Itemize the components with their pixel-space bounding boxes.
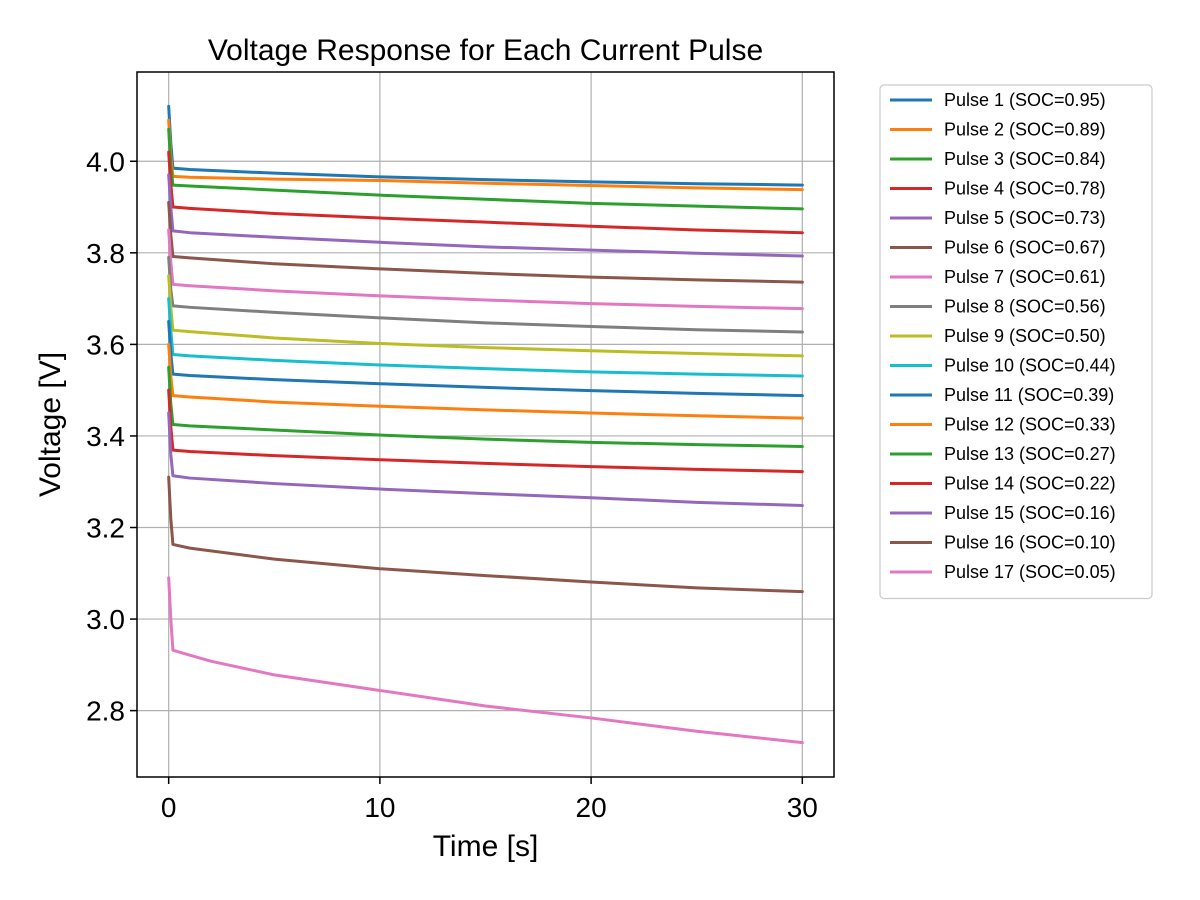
series-line-pulse-11 [167, 320, 804, 398]
legend-entry: Pulse 7 (SOC=0.61) [944, 267, 1106, 287]
series-line-pulse-8 [167, 255, 804, 334]
legend-entry: Pulse 3 (SOC=0.84) [944, 149, 1106, 169]
y-axis-label: Voltage [V] [34, 352, 67, 497]
series-line-pulse-6 [167, 200, 804, 284]
legend-entry: Pulse 9 (SOC=0.50) [944, 326, 1106, 346]
series-line-pulse-10 [167, 297, 804, 378]
series-line-pulse-15 [167, 411, 804, 508]
legend-box [879, 84, 1153, 600]
legend-entry: Pulse 10 (SOC=0.44) [944, 356, 1116, 376]
series-line-pulse-1 [167, 104, 804, 187]
series-line-pulse-16 [167, 475, 804, 594]
legend-entry: Pulse 12 (SOC=0.33) [944, 415, 1116, 435]
legend-entry: Pulse 13 (SOC=0.27) [944, 444, 1116, 464]
chart-title: Voltage Response for Each Current Pulse [208, 34, 763, 67]
y-tick-label: 3.0 [86, 604, 125, 635]
legend-entry: Pulse 6 (SOC=0.67) [944, 238, 1106, 258]
x-axis-label: Time [s] [433, 830, 539, 863]
legend: Pulse 1 (SOC=0.95) Pulse 2 (SOC=0.89) Puls… [879, 84, 1153, 600]
legend-entry: Pulse 1 (SOC=0.95) [944, 90, 1106, 110]
legend-entry: Pulse 15 (SOC=0.16) [944, 503, 1116, 523]
legend-entry: Pulse 5 (SOC=0.73) [944, 208, 1106, 228]
legend-entry: Pulse 4 (SOC=0.78) [944, 179, 1106, 199]
legend-entry: Pulse 11 (SOC=0.39) [944, 385, 1114, 405]
x-tick-label: 30 [787, 792, 818, 823]
y-tick-label: 3.4 [86, 421, 125, 452]
series-line-pulse-14 [167, 388, 804, 474]
series-line-pulse-13 [167, 365, 804, 448]
series-line-pulse-12 [167, 342, 804, 420]
legend-entry: Pulse 16 (SOC=0.10) [944, 533, 1116, 553]
series-line-pulse-9 [167, 274, 804, 358]
x-tick-label: 10 [364, 792, 395, 823]
series-line-pulse-3 [167, 127, 804, 211]
legend-entry: Pulse 17 (SOC=0.05) [944, 562, 1116, 582]
legend-entry: Pulse 8 (SOC=0.56) [944, 297, 1106, 317]
series-layer [167, 104, 804, 745]
y-tick-label: 4.0 [86, 146, 125, 177]
series-line-pulse-17 [167, 576, 804, 745]
series-line-pulse-5 [167, 173, 804, 258]
y-tick-label: 3.6 [86, 329, 125, 360]
legend-entry: Pulse 14 (SOC=0.22) [944, 474, 1116, 494]
series-line-pulse-7 [167, 228, 804, 311]
x-axis: 0 10 20 30 [161, 777, 818, 823]
x-tick-label: 0 [161, 792, 177, 823]
x-tick-label: 20 [576, 792, 607, 823]
y-axis: 2.8 3.0 3.2 3.4 3.6 3.8 4.0 [86, 146, 137, 727]
series-line-pulse-4 [167, 150, 804, 235]
y-tick-label: 3.8 [86, 238, 125, 269]
plot-frame [136, 71, 835, 778]
y-tick-label: 2.8 [86, 696, 125, 727]
y-tick-label: 3.2 [86, 513, 125, 544]
legend-entry: Pulse 2 (SOC=0.89) [944, 120, 1106, 140]
